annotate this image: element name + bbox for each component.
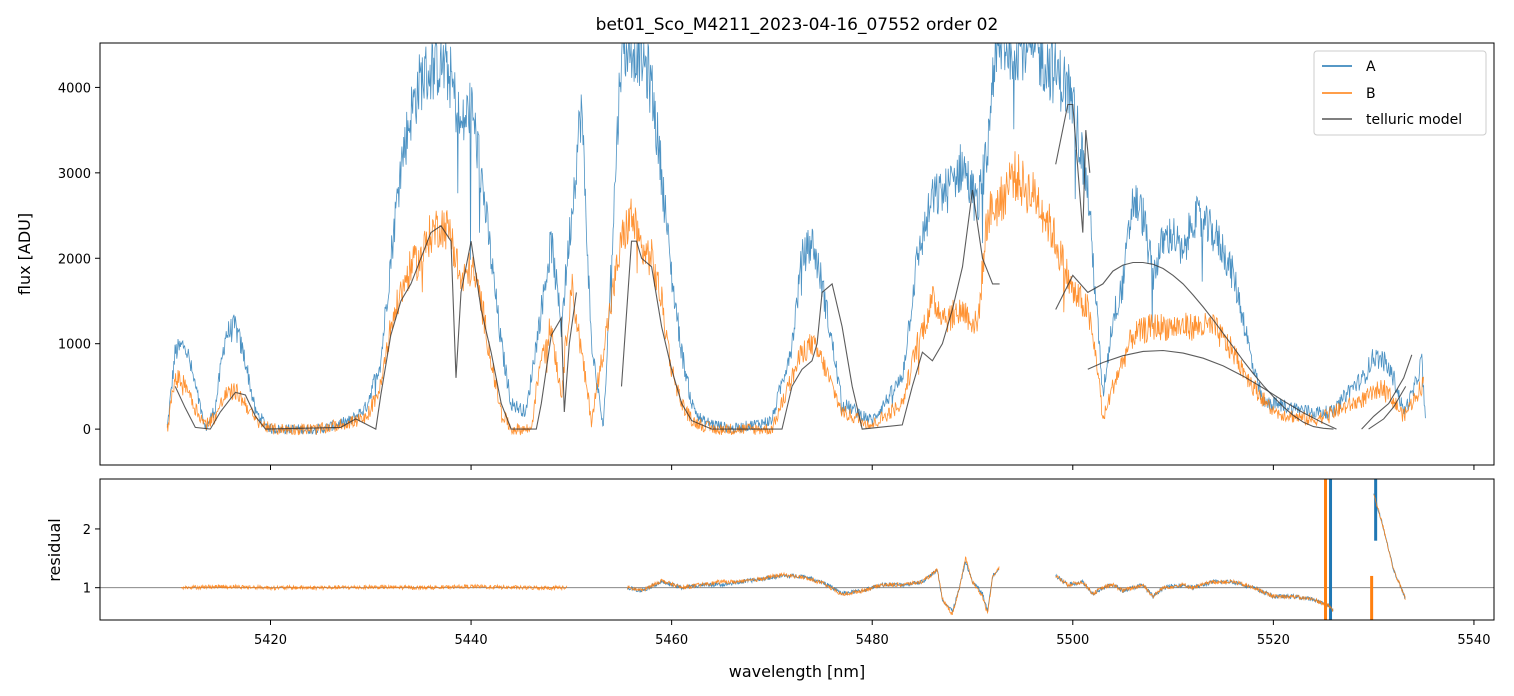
flux-y-tick-label: 1000 [58, 338, 91, 353]
flux-y-tick-label: 3000 [58, 167, 91, 182]
x-tick-label: 5540 [1457, 633, 1490, 648]
flux-panel: bet01_Sco_M4211_2023-04-16_07552 order 0… [15, 15, 1495, 470]
legend-box [1313, 50, 1487, 136]
residual-b-segment-2 [1055, 574, 1334, 612]
residual-y-tick-label: 1 [83, 582, 91, 597]
telluric-model-segment-0 [174, 225, 577, 430]
legend: A B telluric model [1313, 50, 1487, 136]
x-tick-label: 5480 [856, 633, 889, 648]
residual-b-segment-3 [1373, 494, 1406, 600]
flux-y-tick-label: 0 [83, 423, 91, 438]
legend-label-telluric: telluric model [1366, 112, 1462, 128]
x-tick-label: 5520 [1257, 633, 1290, 648]
residual-y-ticks: 12 [83, 523, 100, 597]
x-tick-label: 5440 [455, 633, 488, 648]
flux-y-tick-label: 2000 [58, 252, 91, 267]
residual-b-segment-1 [627, 556, 1000, 616]
x-tick-label: 5460 [655, 633, 688, 648]
telluric-model-segment-1 [620, 189, 1000, 430]
residual-panel: 12 5420 5440 5460 5480 5500 5520 5540 residual… [45, 478, 1495, 681]
residual-y-axis-label: residual [45, 518, 64, 581]
residual-y-tick-label: 2 [83, 523, 91, 538]
flux-x-ticks [269, 465, 1475, 470]
series-a-line [166, 43, 1426, 435]
series-b-line [166, 151, 1424, 436]
telluric-model-segment-5 [1361, 354, 1413, 430]
chart-title: bet01_Sco_M4211_2023-04-16_07552 order 0… [596, 15, 999, 35]
x-axis-label: wavelength [nm] [729, 662, 866, 681]
telluric-model-segment-6 [1368, 386, 1407, 430]
residual-b-segment-0 [180, 583, 568, 592]
telluric-model-segment-3 [1055, 261, 1334, 430]
flux-y-ticks: 0 1000 2000 3000 4000 [58, 81, 100, 438]
x-tick-label: 5500 [1056, 633, 1089, 648]
telluric-model-segment-4 [1087, 349, 1337, 430]
residual-plot-area [100, 479, 1494, 620]
legend-label-a: A [1366, 59, 1376, 75]
flux-y-axis-label: flux [ADU] [15, 213, 34, 295]
residual-axes-frame [99, 478, 1495, 621]
legend-label-b: B [1366, 86, 1376, 102]
residual-a-segment-1 [1055, 573, 1334, 612]
flux-y-tick-label: 4000 [58, 81, 91, 96]
flux-plot-area [166, 43, 1426, 436]
x-tick-label: 5420 [254, 633, 287, 648]
flux-axes-frame [99, 42, 1495, 466]
telluric-model-segment-2 [1055, 103, 1091, 233]
residual-x-ticks: 5420 5440 5460 5480 5500 5520 5540 [254, 620, 1490, 648]
